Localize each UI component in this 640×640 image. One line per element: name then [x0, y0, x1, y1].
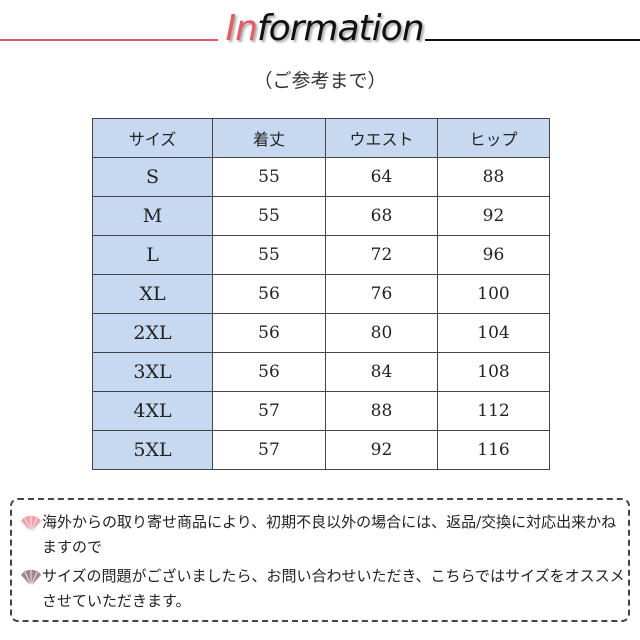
size-cell: 2XL — [92, 313, 213, 353]
table-cell: 92 — [325, 430, 438, 470]
table-cell: 96 — [437, 235, 550, 275]
table-cell: 64 — [325, 157, 438, 197]
note-text: サイズの問題がございましたら、お問い合わせいただき、こちらではサイズをオススメさ… — [42, 567, 625, 610]
table-cell: 76 — [325, 274, 438, 314]
size-cell: 5XL — [92, 430, 213, 470]
table-cell: 116 — [437, 430, 550, 470]
table-cell: 68 — [325, 196, 438, 236]
table-cell: 55 — [212, 235, 326, 275]
table-row: 2XL 56 80 104 — [92, 313, 550, 353]
table-cell: 55 — [212, 196, 326, 236]
table-row: S 55 64 88 — [92, 157, 550, 197]
size-cell: L — [92, 235, 213, 275]
table-row: M 55 68 92 — [92, 196, 550, 236]
table-cell: 57 — [212, 391, 326, 431]
table-cell: 100 — [437, 274, 550, 314]
table-cell: 56 — [212, 274, 326, 314]
note-text: 海外からの取り寄せ商品により、初期不良以外の場合には、返品/交換に対応出来かねま… — [42, 513, 617, 556]
table-row: 5XL 57 92 116 — [92, 430, 550, 470]
table-cell: 57 — [212, 430, 326, 470]
note-item: 海外からの取り寄せ商品により、初期不良以外の場合には、返品/交換に対応出来かねま… — [21, 510, 627, 560]
size-cell: 4XL — [92, 391, 213, 431]
size-cell: S — [92, 157, 213, 197]
page-title: Information — [222, 8, 427, 49]
table-row: XL 56 76 100 — [92, 274, 550, 314]
table-cell: 56 — [212, 313, 326, 353]
table-cell: 55 — [212, 157, 326, 197]
table-cell: 80 — [325, 313, 438, 353]
fan-icon — [21, 569, 41, 587]
table-cell: 92 — [437, 196, 550, 236]
table-row: 4XL 57 88 112 — [92, 391, 550, 431]
note-item: サイズの問題がございましたら、お問い合わせいただき、こちらではサイズをオススメさ… — [21, 564, 627, 614]
title-accent: In — [225, 8, 257, 49]
column-header: ヒップ — [437, 118, 550, 158]
fan-icon — [21, 515, 41, 533]
column-header: サイズ — [92, 118, 213, 158]
table-cell: 84 — [325, 352, 438, 392]
table-cell: 108 — [437, 352, 550, 392]
title-rest: formation — [256, 8, 425, 49]
table-cell: 88 — [325, 391, 438, 431]
table-row: L 55 72 96 — [92, 235, 550, 275]
column-header: ウエスト — [325, 118, 438, 158]
table-header-row: サイズ 着丈 ウエスト ヒップ — [92, 118, 550, 158]
size-cell: M — [92, 196, 213, 236]
size-table: サイズ 着丈 ウエスト ヒップ S 55 64 88 M 55 68 92 L 55 72 96 XL 56 76 1… — [92, 118, 550, 470]
size-cell: 3XL — [92, 352, 213, 392]
table-cell: 88 — [437, 157, 550, 197]
table-row: 3XL 56 84 108 — [92, 352, 550, 392]
table-cell: 104 — [437, 313, 550, 353]
table-cell: 112 — [437, 391, 550, 431]
notes-box: 海外からの取り寄せ商品により、初期不良以外の場合には、返品/交換に対応出来かねま… — [10, 498, 630, 622]
decorative-line-right — [425, 39, 640, 41]
column-header: 着丈 — [212, 118, 326, 158]
decorative-line-left — [0, 39, 218, 41]
table-cell: 56 — [212, 352, 326, 392]
table-cell: 72 — [325, 235, 438, 275]
size-cell: XL — [92, 274, 213, 314]
subtitle: （ご参考まで） — [253, 70, 387, 92]
